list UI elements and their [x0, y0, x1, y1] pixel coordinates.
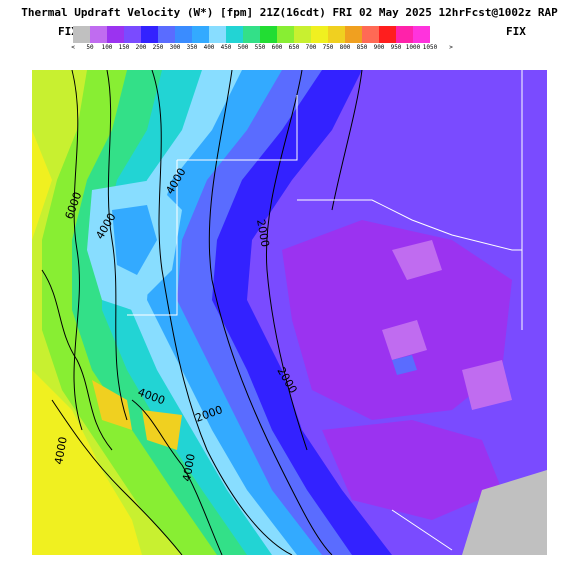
field-orange-patch-2: [142, 410, 182, 450]
border-layer: [127, 70, 523, 551]
color-legend: [73, 26, 430, 43]
legend-tick-150: 150: [118, 44, 130, 51]
legend-swatch-500: [226, 26, 243, 43]
field-lavender-3: [462, 360, 512, 410]
legend-fix-left-label: FIX: [58, 25, 78, 38]
field-violet-core: [282, 220, 512, 420]
field-blue-lobe: [112, 205, 157, 275]
chart-title: Thermal Updraft Velocity (W*) [fpm] 21Z(…: [21, 6, 558, 19]
legend-tick-100: 100: [101, 44, 113, 51]
legend-swatch-850: [345, 26, 362, 43]
legend-swatch-550: [243, 26, 260, 43]
legend-tick-950: 950: [390, 44, 402, 51]
legend-tick-200: 200: [135, 44, 147, 51]
state-border: [177, 95, 298, 161]
legend-tick-800: 800: [339, 44, 351, 51]
state-border: [127, 160, 178, 316]
legend-tick-900: 900: [373, 44, 385, 51]
legend-swatch-600: [260, 26, 277, 43]
legend-tick-250: 250: [152, 44, 164, 51]
legend-tick-750: 750: [322, 44, 334, 51]
legend-swatch-450: [209, 26, 226, 43]
legend-tick-300: 300: [169, 44, 181, 51]
contour-line: [151, 70, 293, 555]
legend-swatch-800: [328, 26, 345, 43]
legend-swatch-750: [311, 26, 328, 43]
legend-tick-labels: <50 100 150 200 250 300 350 400 450 500 550 600 650 7…: [71, 44, 498, 54]
contour-line: [41, 269, 113, 451]
contour-line: [51, 399, 183, 555]
legend-swatch-250: [141, 26, 158, 43]
contour-line: [106, 70, 128, 421]
legend-tick-650: 650: [288, 44, 300, 51]
contour-line: [208, 70, 333, 555]
field-yellow-nw: [32, 130, 52, 240]
coast-line: [391, 509, 453, 551]
forecast-map-svg: 6000 4000 4000 2000 2000 4000 2000 4000 …: [32, 70, 547, 555]
field-lavender-2: [382, 320, 427, 360]
legend-swatch-1050: [413, 26, 430, 43]
legend-swatch-350: [175, 26, 192, 43]
field-blue-spot: [392, 355, 417, 375]
legend-swatch-150: [107, 26, 124, 43]
legend-over-label: >: [449, 44, 453, 51]
contour-label: 4000: [180, 453, 198, 483]
state-border: [297, 199, 522, 251]
legend-swatch-400: [192, 26, 209, 43]
contour-line: [331, 70, 363, 211]
legend-swatch-300: [158, 26, 175, 43]
legend-tick-1000: 1000: [405, 44, 421, 51]
contour-layer: [41, 70, 363, 555]
legend-swatch-700: [294, 26, 311, 43]
contour-line: [71, 70, 83, 431]
legend-tick-450: 450: [220, 44, 232, 51]
legend-tick-700: 700: [305, 44, 317, 51]
legend-tick-350: 350: [186, 44, 198, 51]
field-lavender-1: [392, 240, 442, 280]
legend-tick-50: 50: [86, 44, 94, 51]
legend-tick-400: 400: [203, 44, 215, 51]
legend-tick-600: 600: [271, 44, 283, 51]
field-grey-se: [462, 470, 547, 555]
legend-swatch-900: [362, 26, 379, 43]
field-layer: [32, 70, 547, 555]
legend-swatch-100: [90, 26, 107, 43]
legend-fix-right-label: FIX: [506, 25, 526, 38]
legend-tick-550: 550: [254, 44, 266, 51]
contour-line: [265, 70, 308, 451]
legend-swatch-650: [277, 26, 294, 43]
legend-swatch-950: [379, 26, 396, 43]
legend-tick-1050: 1050: [422, 44, 438, 51]
field-yellow-sw: [32, 370, 142, 555]
legend-swatch-50: [73, 26, 90, 43]
contour-label: 4000: [52, 436, 70, 466]
contour-label: 2000: [254, 218, 272, 248]
legend-tick-500: 500: [237, 44, 249, 51]
legend-under-label: <: [71, 44, 75, 51]
contour-line: [131, 399, 223, 555]
legend-swatch-1000: [396, 26, 413, 43]
field-violet-south: [322, 420, 502, 520]
legend-swatch-200: [124, 26, 141, 43]
field-orange-patch: [92, 380, 132, 430]
legend-tick-850: 850: [356, 44, 368, 51]
forecast-map: 6000 4000 4000 2000 2000 4000 2000 4000 …: [32, 70, 547, 555]
